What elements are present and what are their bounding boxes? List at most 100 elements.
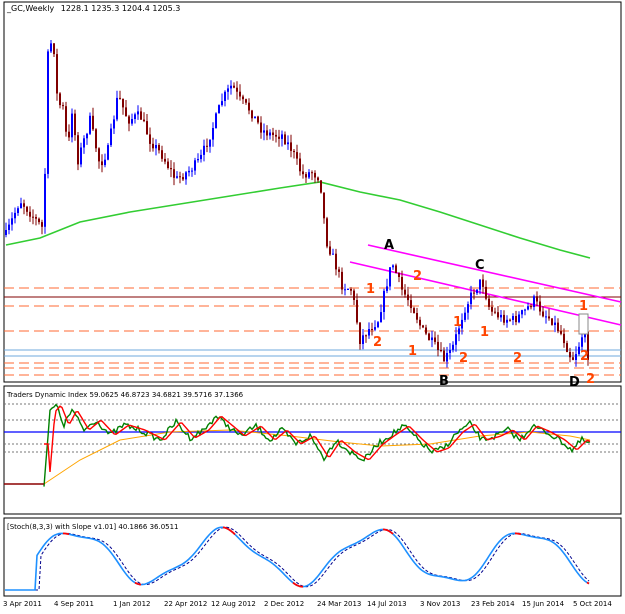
- candle-body: [86, 134, 88, 139]
- candle-body: [98, 148, 100, 161]
- wave-count-label: 1: [579, 299, 588, 314]
- candle-body: [47, 51, 49, 173]
- candle-body: [296, 152, 298, 159]
- stoch-slope-segment: [135, 583, 137, 584]
- wave-count-label: 2: [586, 372, 595, 387]
- candle-body: [89, 116, 91, 134]
- candle-body: [434, 338, 436, 342]
- candle-body: [20, 203, 22, 208]
- candle-body: [257, 117, 259, 123]
- candle-body: [455, 334, 457, 345]
- candle-body: [476, 290, 478, 294]
- candle-body: [293, 151, 295, 152]
- candle-body: [398, 273, 400, 277]
- candle-body: [83, 138, 85, 147]
- candle-body: [497, 312, 499, 317]
- time-axis-label: 12 Aug 2012: [211, 600, 256, 608]
- time-axis-label: 4 Sep 2011: [54, 600, 94, 608]
- candle-body: [215, 113, 217, 128]
- symbol-name: _GC,Weekly: [6, 4, 54, 13]
- candle-body: [446, 353, 448, 362]
- candle-body: [416, 313, 418, 320]
- candle-body: [362, 335, 364, 344]
- candle-body: [11, 218, 13, 224]
- candle-body: [338, 269, 340, 272]
- candle-body: [5, 230, 7, 235]
- candle-body: [308, 172, 310, 177]
- candle-body: [281, 134, 283, 139]
- candle-body: [428, 334, 430, 341]
- candle-body: [314, 173, 316, 178]
- time-axis-label: 22 Apr 2012: [164, 600, 207, 608]
- candle-body: [275, 135, 277, 137]
- candle-body: [482, 280, 484, 287]
- candle-body: [131, 119, 133, 124]
- time-axis-label: 2 Dec 2012: [264, 600, 304, 608]
- ohlc-values: 1228.1 1235.3 1204.4 1205.3: [61, 4, 181, 13]
- stoch-slope-segment: [293, 583, 295, 584]
- candle-body: [278, 137, 280, 139]
- candle-body: [554, 323, 556, 325]
- candle-body: [26, 207, 28, 212]
- candle-body: [392, 265, 394, 267]
- stoch-slope-segment: [387, 530, 389, 531]
- candle-body: [579, 314, 588, 334]
- candle-body: [488, 299, 490, 307]
- candle-body: [581, 337, 583, 347]
- candle-body: [245, 99, 247, 103]
- candle-body: [95, 129, 97, 148]
- stoch-slope-segment: [389, 531, 391, 532]
- candle-body: [386, 286, 388, 291]
- candle-body: [104, 160, 106, 165]
- stoch-slope-segment: [297, 585, 299, 586]
- candle-body: [191, 171, 193, 172]
- candle-body: [116, 98, 118, 120]
- candle-body: [206, 146, 208, 147]
- candle-body: [419, 320, 421, 326]
- candle-body: [158, 145, 160, 150]
- candle-body: [548, 316, 550, 318]
- candle-body: [521, 310, 523, 314]
- time-axis-label: 3 Apr 2011: [3, 600, 42, 608]
- candle-body: [221, 101, 223, 105]
- candle-body: [212, 128, 214, 140]
- candle-body: [29, 212, 31, 217]
- candle-body: [17, 208, 19, 213]
- candle-body: [566, 343, 568, 352]
- stoch-slope-segment: [385, 530, 387, 531]
- candle-body: [485, 287, 487, 299]
- candle-body: [341, 272, 343, 290]
- candle-body: [80, 148, 82, 165]
- candle-body: [320, 180, 322, 192]
- candle-body: [35, 217, 37, 219]
- candle-body: [65, 106, 67, 132]
- candle-body: [473, 293, 475, 294]
- candle-body: [62, 105, 64, 106]
- main-panel[interactable]: A B C D 1 2 1 2 1 2 1 2 1 2 2 _GC,Weekly…: [4, 2, 621, 390]
- candle-body: [410, 300, 412, 308]
- indicator-panel-stoch[interactable]: [Stoch(8,3,3) with Slope v1.01] 40.1866 …: [4, 518, 621, 596]
- candle-body: [542, 312, 544, 317]
- candle-body: [563, 334, 565, 343]
- candle-body: [8, 225, 10, 230]
- candle-body: [68, 132, 70, 138]
- candle-body: [263, 130, 265, 132]
- candle-body: [56, 54, 58, 93]
- candle-body: [236, 88, 238, 92]
- candle-body: [143, 120, 145, 122]
- candle-body: [140, 111, 142, 119]
- candle-body: [74, 114, 76, 136]
- candle-body: [302, 171, 304, 174]
- candle-body: [506, 320, 508, 323]
- wave-count-label: 1: [480, 325, 489, 340]
- candle-body: [32, 217, 34, 218]
- candle-body: [248, 103, 250, 111]
- wave-count-label: 2: [373, 335, 382, 350]
- indicator-panel-tdi[interactable]: Traders Dynamic Index 59.0625 46.8723 34…: [4, 386, 621, 514]
- candle-body: [440, 350, 442, 351]
- candle-body: [152, 144, 154, 149]
- candle-body: [470, 293, 472, 305]
- candle-body: [527, 306, 529, 309]
